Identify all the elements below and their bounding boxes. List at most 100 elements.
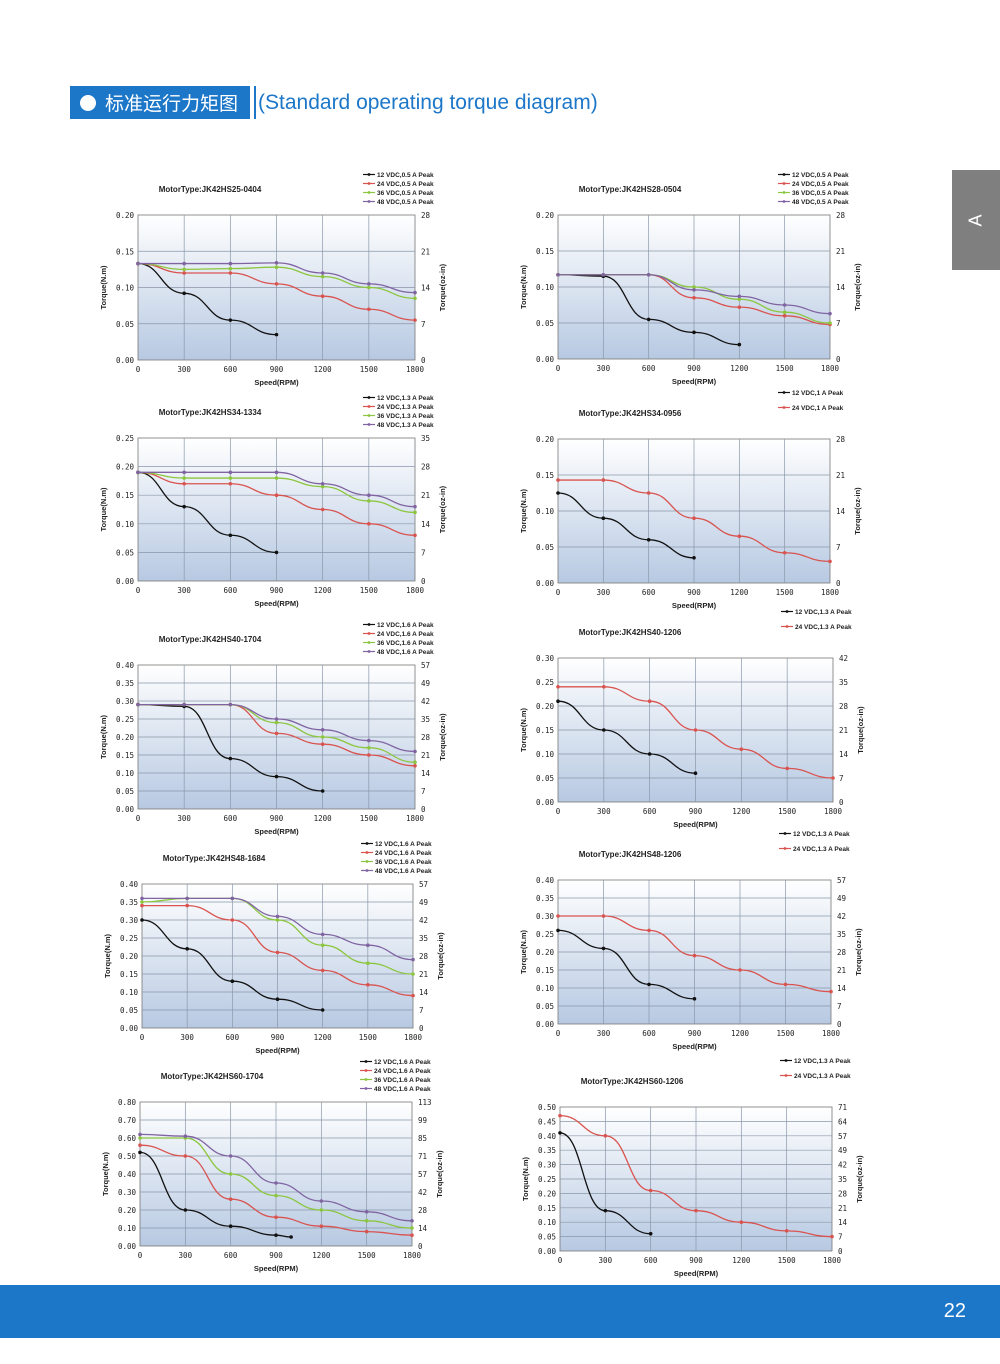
data-point [136,261,140,266]
data-point [228,470,233,475]
x-tick-label: 900 [271,1033,285,1042]
data-point [367,499,371,503]
data-point [782,310,787,315]
y-tick-label: 0.10 [536,283,555,292]
legend-label: 24 VDC,1 A Peak [792,405,844,412]
data-point [646,491,651,495]
legend-label: 24 VDC,0.5 A Peak [792,181,849,188]
data-point [320,728,325,732]
legend-marker [367,632,371,635]
data-point [602,728,606,732]
x-tick-label: 900 [688,1029,702,1038]
data-point [320,943,325,947]
x-tick-label: 600 [643,807,657,816]
legend-marker [367,414,371,417]
data-point [183,1134,188,1138]
data-point [274,720,279,725]
y-tick-label: 0.20 [538,1189,557,1198]
data-point [601,946,606,951]
data-point [413,318,417,322]
y-tick-label: 0.40 [120,880,139,889]
data-point [228,271,233,275]
data-point [556,478,560,482]
x-tick-label: 900 [270,586,284,595]
y2-tick-label: 0 [836,579,841,588]
data-point [692,997,697,1001]
y2-tick-label: 21 [421,247,430,256]
data-point [831,776,835,780]
chart-6: 0.00 00.05 70.10 140.15 210.20 280.25 350.30 42… [519,609,865,829]
x-tick-label: 1800 [406,365,425,374]
y-tick-label: 0.05 [536,774,554,783]
y-tick-label: 0.05 [116,787,134,796]
x-tick-label: 900 [270,365,284,374]
chart-title: MotorType:JK42HS28-0504 [579,185,682,194]
chart-8: 0.00 00.05 70.10 140.15 210.20 280.25 350.30 42… [519,831,863,1051]
x-tick-label: 1200 [314,814,333,823]
legend-marker [367,423,371,426]
x-tick-label: 0 [558,1256,563,1265]
y-tick-label: 0.15 [536,471,554,480]
data-point [411,972,415,976]
x-tick-label: 300 [179,1251,193,1260]
data-point [646,272,651,277]
x-tick-label: 0 [556,807,561,816]
data-point [413,510,417,515]
legend-label: 12 VDC,1.3 A Peak [794,1058,851,1065]
x-tick-label: 600 [224,586,238,595]
data-point [320,271,325,275]
data-point [647,982,651,987]
data-point [320,789,325,793]
y-tick-label: 0.40 [538,1132,557,1141]
legend-marker [782,182,786,185]
y-axis-label: Torque(N.m) [521,1156,530,1201]
data-point [366,943,370,947]
y-tick-label: 0.50 [118,1152,137,1161]
data-point [138,1150,142,1155]
legend-marker [782,191,786,194]
data-point [182,504,186,509]
legend-label: 12 VDC,1.6 A Peak [377,622,434,629]
y2-tick-label: 49 [419,898,428,907]
y2-tick-label: 7 [837,1002,842,1011]
x-tick-label: 300 [180,1033,194,1042]
chart-title: MotorType:JK42HS34-0956 [579,409,682,418]
data-point [739,1220,744,1224]
side-tab[interactable]: A [952,170,1000,270]
y-tick-label: 0.05 [538,1233,556,1242]
data-point [693,771,698,775]
y-tick-label: 0.20 [536,211,555,220]
y-tick-label: 0.35 [538,1146,556,1155]
x-tick-label: 900 [689,807,703,816]
data-point [274,332,279,337]
data-point [320,484,325,489]
series-line [137,471,277,554]
data-point [558,1131,562,1135]
y-tick-label: 0.20 [120,952,139,961]
legend-marker [365,842,369,845]
y-tick-label: 0.05 [536,1002,554,1011]
data-point [692,556,696,560]
data-point [367,738,371,743]
y2-tick-label: 0 [838,1247,843,1256]
x-tick-label: 600 [226,1033,240,1042]
x-axis-label: Speed(RPM) [255,1046,300,1055]
data-point [320,932,325,937]
y2-tick-label: 28 [421,463,431,472]
x-tick-label: 1500 [359,1033,378,1042]
data-point [274,1233,278,1237]
data-point [601,272,606,277]
data-point [320,735,325,739]
y2-tick-label: 28 [837,948,847,957]
y2-tick-label: 28 [418,1206,428,1215]
data-point [274,493,279,498]
legend-label: 24 VDC,1.3 A Peak [793,846,850,853]
data-point [830,1234,834,1239]
y2-tick-label: 0 [839,798,844,807]
y2-tick-label: 0 [421,577,426,586]
data-point [364,1219,369,1223]
x-tick-label: 1500 [360,814,379,823]
y2-axis-label: Torque(oz-in) [855,1155,864,1203]
y2-tick-label: 7 [836,543,841,552]
y-tick-label: 0.15 [536,247,554,256]
